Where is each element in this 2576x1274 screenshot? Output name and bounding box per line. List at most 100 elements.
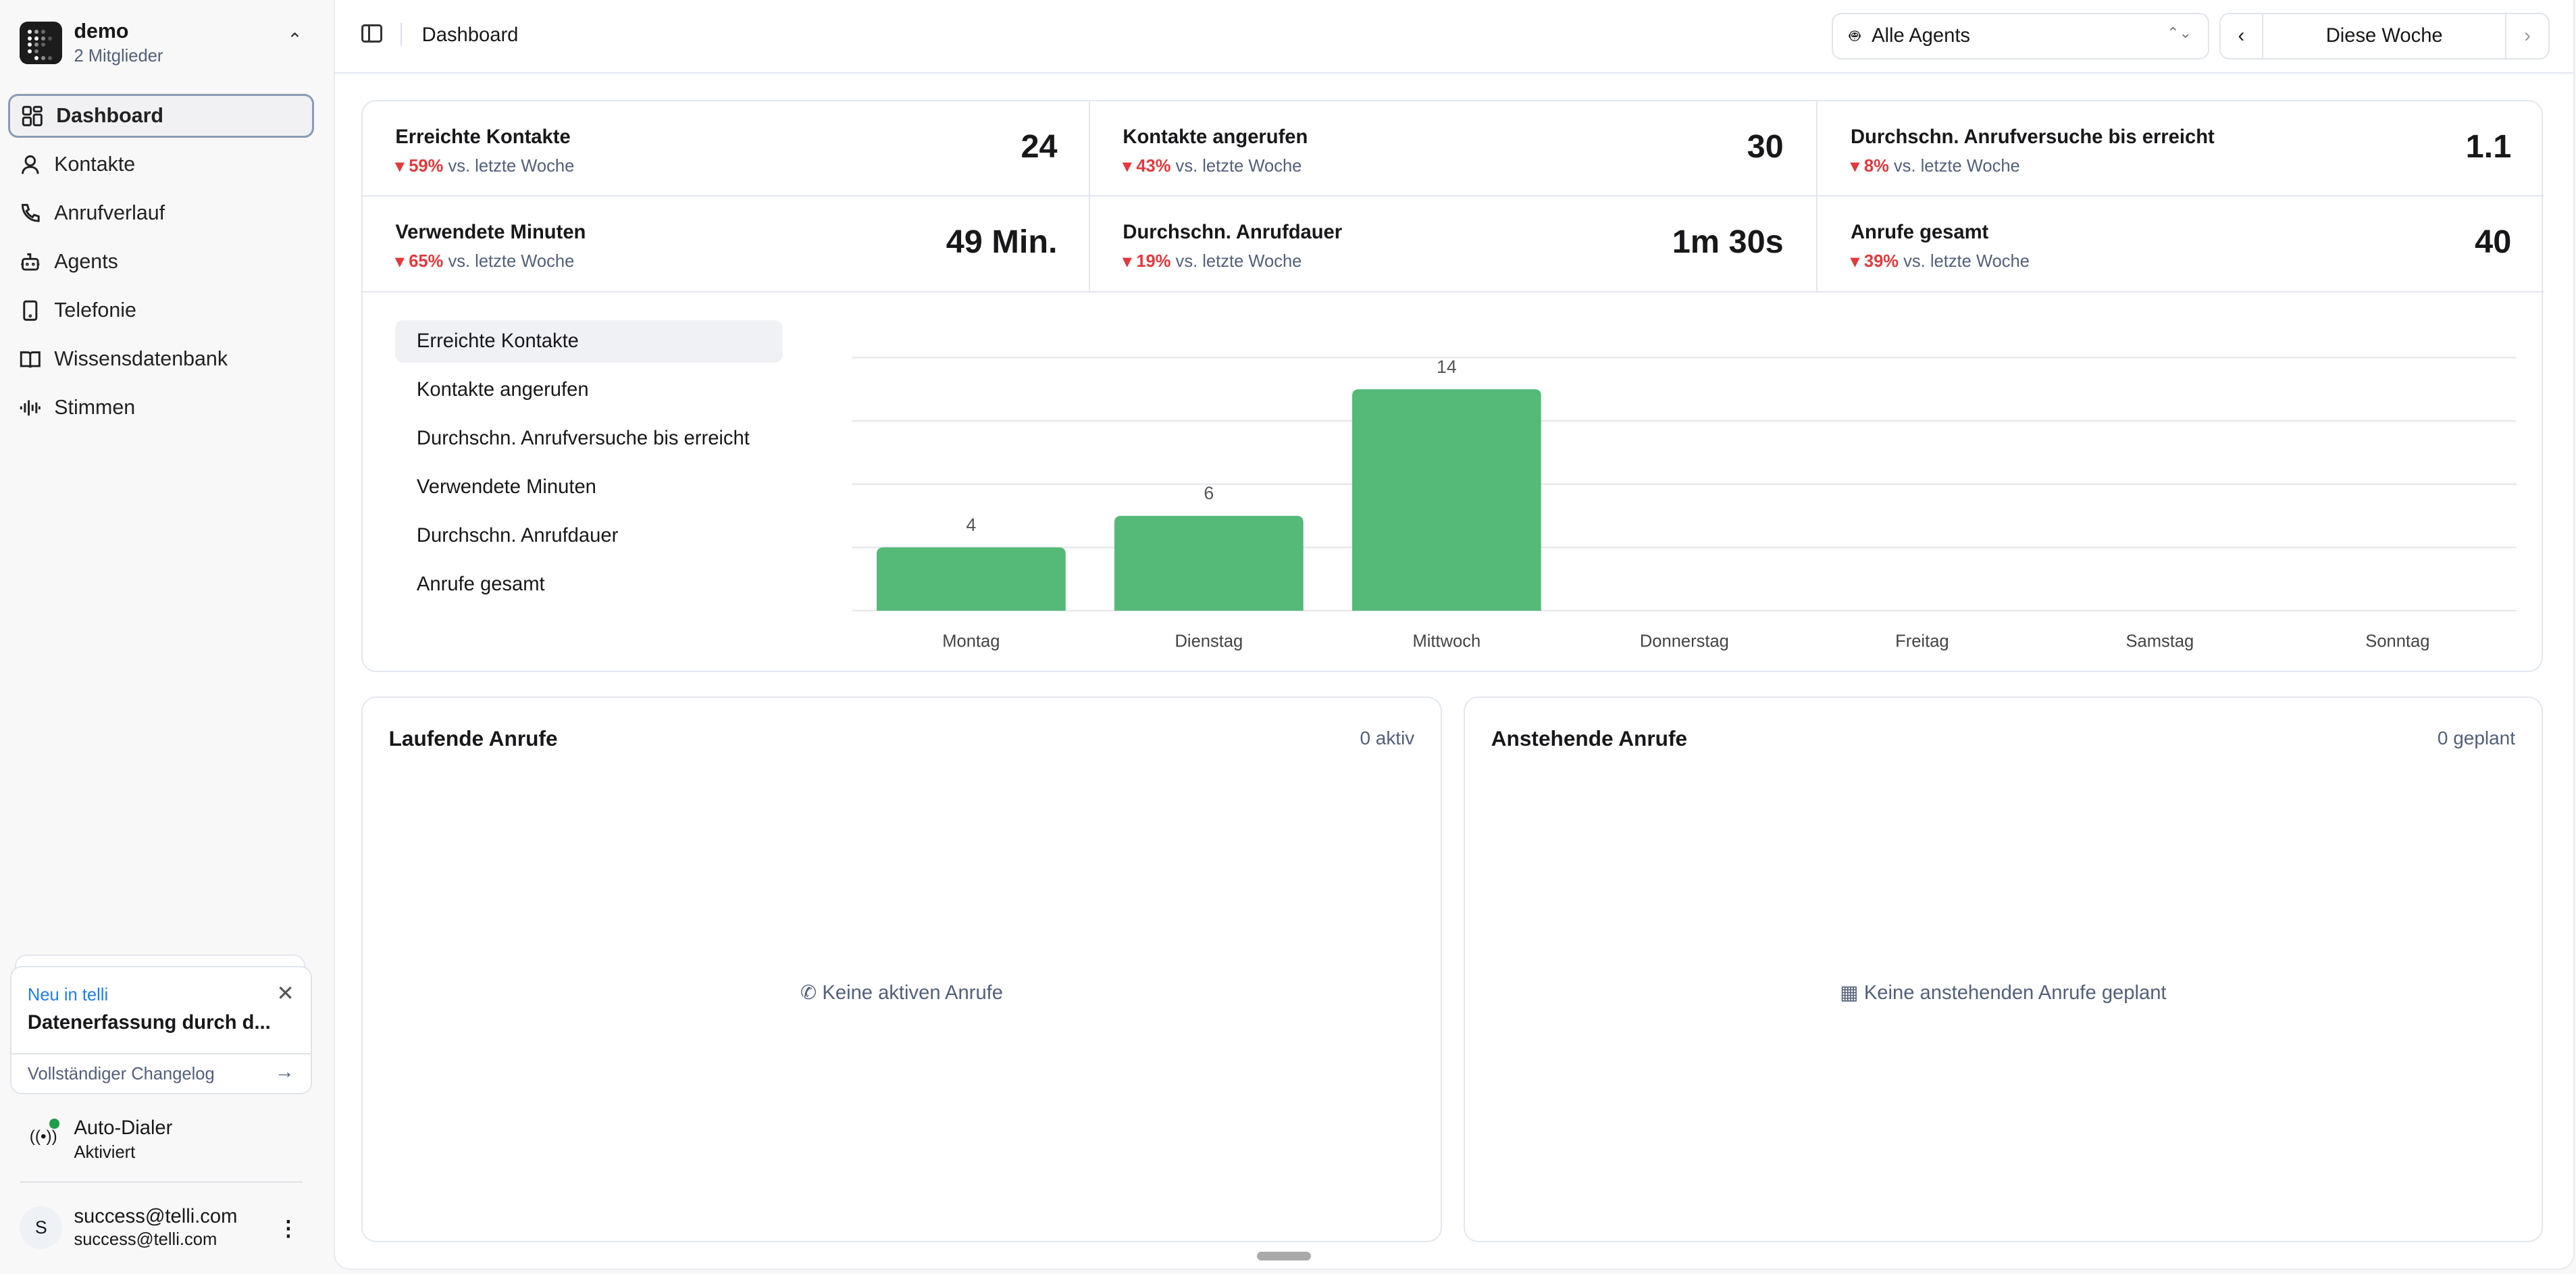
metric-option[interactable]: Kontakte angerufen [416, 378, 589, 401]
delta-suffix: vs. letzte Woche [1893, 156, 2020, 176]
avatar: S [20, 1206, 63, 1250]
sidebar-item-stimmen[interactable]: Stimmen [8, 386, 313, 430]
bot-icon: 🤖︎ [1849, 25, 1861, 46]
delta-suffix: vs. letzte Woche [448, 251, 575, 271]
audio-waveform-icon [20, 400, 41, 415]
divider [20, 1181, 303, 1183]
empty-text: Keine anstehenden Anrufe geplant [1863, 982, 2167, 1004]
stat-tile: Erreichte Kontakte ▾ 59% vs. letzte Woch… [362, 101, 1091, 197]
stat-tile: Anrufe gesamt ▾ 39% vs. letzte Woche 40 [1816, 197, 2544, 292]
workspace-members: 2 Mitglieder [74, 46, 163, 66]
metric-option[interactable]: Erreichte Kontakte [395, 320, 783, 363]
stat-delta: ▾ 65% vs. letzte Woche [395, 251, 574, 272]
breadcrumb: Dashboard [421, 24, 519, 47]
workspace-switcher[interactable]: demo 2 Mitglieder ⌃ [20, 20, 315, 66]
bar [1114, 515, 1304, 611]
chevrons-up-down-icon: ⌃ [287, 29, 303, 50]
sidebar-toggle-icon[interactable] [361, 24, 383, 43]
promo-eyebrow: Neu in telli [27, 986, 109, 1004]
delta-percent: 39% [1863, 251, 1899, 271]
delta-percent: 8% [1863, 156, 1889, 176]
stat-tile: Kontakte angerufen ▾ 43% vs. letzte Woch… [1088, 101, 1817, 197]
delta-suffix: vs. letzte Woche [1175, 156, 1302, 176]
metric-option[interactable]: Anrufe gesamt [416, 573, 545, 595]
arrow-right-icon[interactable]: → [274, 1061, 294, 1083]
promo-title[interactable]: Datenerfassung durch d... [27, 1011, 271, 1034]
divider [11, 1052, 311, 1054]
empty-state: ✆ Keine aktiven Anrufe [363, 981, 1441, 1004]
sidebar-item-label: Telefonie [54, 298, 136, 322]
data-label: 6 [1204, 484, 1214, 504]
main-panel: Dashboard 🤖︎ Alle Agents ⌃⌄ ‹ Diese Woch… [333, 0, 2575, 1271]
metric-option[interactable]: Verwendete Minuten [416, 476, 596, 498]
changelog-link[interactable]: Vollständiger Changelog [27, 1064, 215, 1084]
sidebar-item-wissensdatenbank[interactable]: Wissensdatenbank [8, 337, 313, 382]
user-menu[interactable]: S success@telli.com success@telli.com ⋮ [20, 1206, 315, 1250]
stat-value: 40 [2475, 224, 2512, 261]
stat-delta: ▾ 8% vs. letzte Woche [1851, 156, 2020, 176]
bar [876, 547, 1066, 611]
planned-count: 0 geplant [2437, 728, 2515, 749]
sidebar-item-label: Kontakte [54, 152, 136, 176]
data-label: 14 [1437, 357, 1457, 377]
delta-percent: 43% [1136, 156, 1171, 176]
stat-tile: Durchschn. Anrufdauer ▾ 19% vs. letzte W… [1088, 197, 1817, 292]
chevron-right-icon[interactable]: › [2505, 14, 2548, 58]
phone-icon [22, 203, 40, 222]
telli-logo [20, 21, 63, 64]
agent-select-value: Alle Agents [1872, 25, 1971, 47]
sidebar-item-label: Anrufverlauf [54, 201, 165, 224]
active-count: 0 aktiv [1360, 728, 1415, 749]
sidebar-item-telefonie[interactable]: Telefonie [8, 288, 313, 333]
workspace-name: demo [74, 19, 129, 43]
stat-value: 1m 30s [1672, 224, 1784, 261]
empty-text: Keine aktiven Anrufe [822, 982, 1003, 1004]
phone-icon: ✆ [800, 982, 823, 1004]
x-tick-label: Freitag [1895, 632, 1949, 651]
trend-down-icon: ▾ [1850, 251, 1864, 271]
changelog-promo[interactable]: Neu in telli Datenerfassung durch d... ✕… [9, 966, 313, 1094]
sidebar-item-agents[interactable]: Agents [8, 240, 313, 284]
stat-tile: Verwendete Minuten ▾ 65% vs. letzte Woch… [362, 197, 1091, 292]
metric-menu: Erreichte Kontakte Kontakte angerufen Du… [395, 320, 783, 612]
x-tick-label: Donnerstag [1640, 632, 1729, 651]
stat-title: Erreichte Kontakte [395, 126, 571, 148]
stat-delta: ▾ 39% vs. letzte Woche [1851, 251, 2030, 272]
stat-title: Anrufe gesamt [1850, 221, 1989, 243]
user-name: success@telli.com [74, 1206, 238, 1228]
delta-percent: 19% [1136, 251, 1171, 271]
stat-title: Durchschn. Anrufdauer [1123, 221, 1343, 243]
running-calls-card: Laufende Anrufe 0 aktiv ✆ Keine aktiven … [361, 696, 1443, 1242]
metric-option[interactable]: Durchschn. Anrufversuche bis erreicht [416, 427, 750, 449]
resize-handle[interactable] [1256, 1252, 1312, 1260]
period-label[interactable]: Diese Woche [2325, 25, 2443, 47]
x-tick-label: Sonntag [2365, 632, 2429, 651]
sidebar-item-kontakte[interactable]: Kontakte [8, 143, 313, 187]
sidebar-item-label: Stimmen [54, 395, 136, 419]
tablet-icon [23, 300, 38, 321]
delta-suffix: vs. letzte Woche [1175, 251, 1302, 271]
x-tick-label: Mittwoch [1412, 632, 1480, 651]
agent-select[interactable]: 🤖︎ Alle Agents ⌃⌄ [1831, 13, 2210, 59]
metric-option[interactable]: Durchschn. Anrufdauer [416, 524, 619, 546]
sidebar-item-anrufverlauf[interactable]: Anrufverlauf [8, 191, 313, 236]
sidebar-item-label: Agents [54, 249, 118, 273]
more-vertical-icon[interactable]: ⋮ [278, 1215, 299, 1240]
bar-chart: 4 Montag 6 Dienstag 14 Mittwoch Donnerstag Frei… [852, 357, 2517, 651]
stat-delta: ▾ 43% vs. letzte Woche [1123, 156, 1302, 176]
chevron-left-icon[interactable]: ‹ [2221, 14, 2263, 58]
auto-dialer-status[interactable]: ((•)) Auto-Dialer Aktiviert [30, 1117, 173, 1163]
stat-title: Durchschn. Anrufversuche bis erreicht [1850, 126, 2215, 148]
user-email: success@telli.com [74, 1229, 217, 1249]
close-icon[interactable]: ✕ [276, 980, 294, 1005]
stats-card: Erreichte Kontakte ▾ 59% vs. letzte Woch… [361, 100, 2544, 672]
sidebar-nav: Dashboard Kontakte Anrufverlauf Agents T… [8, 93, 314, 434]
trend-down-icon: ▾ [1123, 251, 1137, 271]
stat-delta: ▾ 19% vs. letzte Woche [1123, 251, 1302, 272]
stat-value: 1.1 [2465, 128, 2512, 165]
sidebar-item-label: Dashboard [56, 103, 163, 127]
bot-icon [21, 253, 40, 271]
sidebar-item-dashboard[interactable]: Dashboard [8, 93, 314, 138]
trend-down-icon: ▾ [395, 251, 409, 271]
delta-percent: 59% [409, 156, 444, 176]
